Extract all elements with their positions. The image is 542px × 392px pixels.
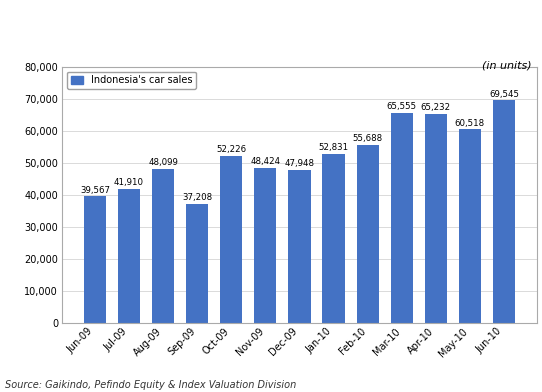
Bar bbox=[186, 204, 208, 323]
Text: 65,232: 65,232 bbox=[421, 103, 451, 113]
Legend: Indonesia's car sales: Indonesia's car sales bbox=[67, 71, 196, 89]
Text: Figure 3 : Number of Car Sales in Indonesia: Figure 3 : Number of Car Sales in Indone… bbox=[67, 15, 475, 33]
Text: 52,226: 52,226 bbox=[216, 145, 247, 154]
Bar bbox=[152, 169, 174, 323]
Text: 37,208: 37,208 bbox=[182, 193, 212, 202]
Bar bbox=[493, 100, 515, 323]
Bar bbox=[425, 114, 447, 323]
Bar bbox=[322, 154, 345, 323]
Text: 52,831: 52,831 bbox=[319, 143, 349, 152]
Bar bbox=[391, 113, 413, 323]
Bar bbox=[288, 169, 311, 323]
Text: 69,545: 69,545 bbox=[489, 90, 519, 99]
Bar bbox=[118, 189, 140, 323]
Bar bbox=[459, 129, 481, 323]
Text: 48,099: 48,099 bbox=[148, 158, 178, 167]
Bar bbox=[254, 168, 276, 323]
Text: 47,948: 47,948 bbox=[285, 159, 314, 168]
Text: 65,555: 65,555 bbox=[386, 102, 417, 111]
Text: 60,518: 60,518 bbox=[455, 118, 485, 127]
Bar bbox=[357, 145, 379, 323]
Text: (in units): (in units) bbox=[481, 61, 531, 71]
Text: Source: Gaikindo, Pefindo Equity & Index Valuation Division: Source: Gaikindo, Pefindo Equity & Index… bbox=[5, 380, 296, 390]
Text: 48,424: 48,424 bbox=[250, 157, 280, 166]
Bar bbox=[84, 196, 106, 323]
Text: 39,567: 39,567 bbox=[80, 186, 110, 195]
Text: 55,688: 55,688 bbox=[352, 134, 383, 143]
Bar bbox=[220, 156, 242, 323]
Text: 41,910: 41,910 bbox=[114, 178, 144, 187]
